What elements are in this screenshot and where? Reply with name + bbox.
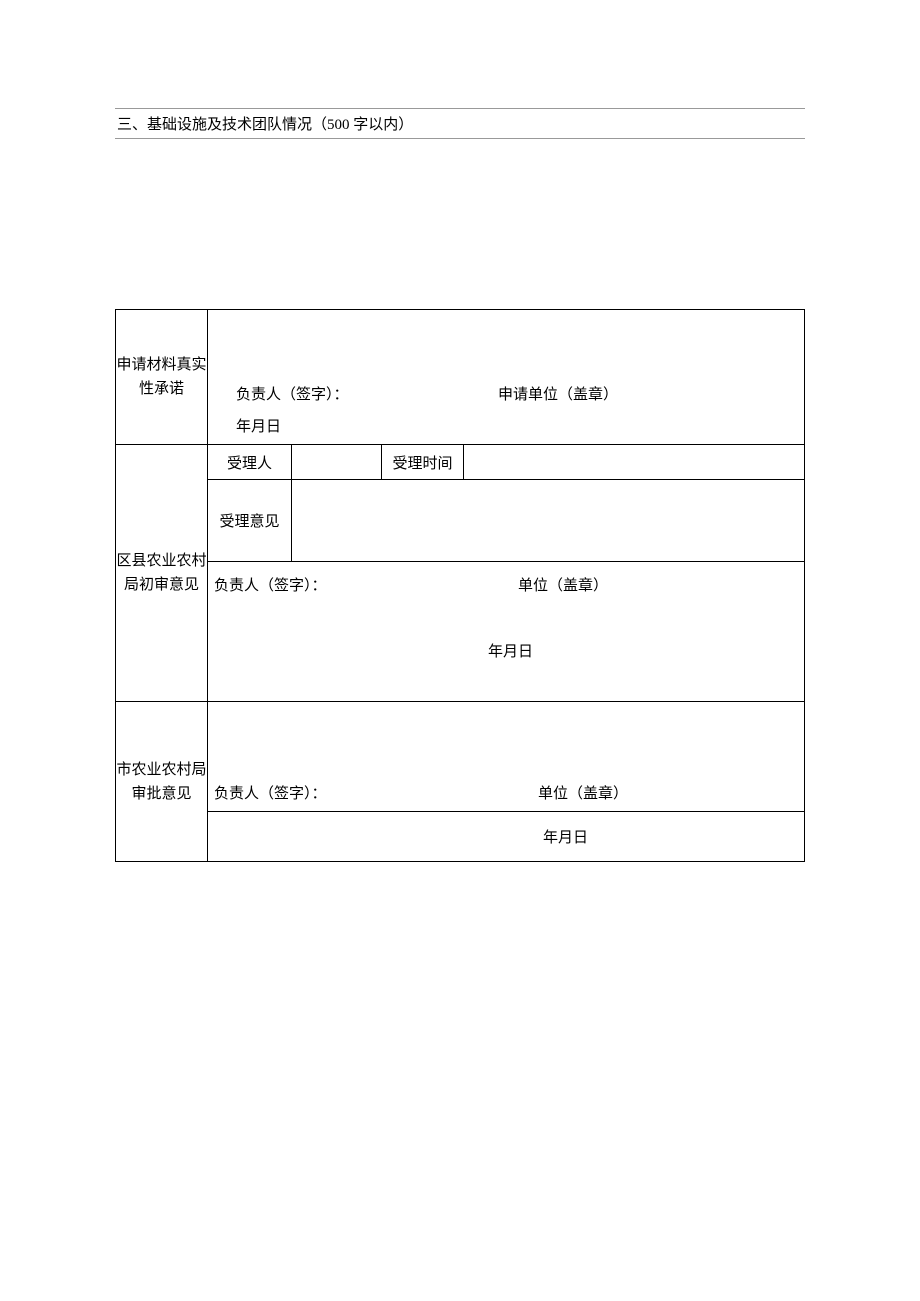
city-label: 市农业农村局审批意见 (116, 702, 208, 862)
city-seal-label: 单位（盖章） (538, 782, 628, 803)
county-receiver-label: 受理人 (208, 445, 292, 480)
commitment-label: 申请材料真实性承诺 (116, 310, 208, 445)
county-receive-time-value[interactable] (464, 445, 805, 480)
county-seal-label: 单位（盖章） (518, 574, 608, 595)
county-receive-time-label: 受理时间 (382, 445, 464, 480)
county-label: 区县农业农村局初审意见 (116, 445, 208, 702)
city-date-label: 年月日 (543, 826, 588, 847)
county-receiver-value[interactable] (292, 445, 382, 480)
county-opinion-label: 受理意见 (208, 480, 292, 562)
table-row: 申请材料真实性承诺 负责人（签字）： 申请单位（盖章） 年月日 (116, 310, 805, 445)
commitment-seal-label: 申请单位（盖章） (498, 383, 618, 404)
city-signature-label: 负责人（签字）： (214, 782, 327, 803)
table-row: 区县农业农村局初审意见 受理人 受理时间 (116, 445, 805, 480)
county-signature-cell: 负责人（签字）： 单位（盖章） 年月日 (208, 562, 805, 702)
table-row: 市农业农村局审批意见 负责人（签字）： 单位（盖章） (116, 702, 805, 812)
section-header: 三、基础设施及技术团队情况（500 字以内） (115, 108, 805, 139)
city-date-cell: 年月日 (208, 812, 805, 862)
county-signature-label: 负责人（签字）： (214, 574, 327, 595)
table-row: 负责人（签字）： 单位（盖章） 年月日 (116, 562, 805, 702)
county-opinion-value[interactable] (292, 480, 805, 562)
county-date-label: 年月日 (488, 640, 533, 661)
approval-form-table: 申请材料真实性承诺 负责人（签字）： 申请单位（盖章） 年月日 区县农业农村局初… (115, 309, 805, 862)
table-row: 年月日 (116, 812, 805, 862)
commitment-content: 负责人（签字）： 申请单位（盖章） 年月日 (208, 310, 805, 445)
commitment-date-label: 年月日 (236, 415, 281, 436)
city-signature-cell: 负责人（签字）： 单位（盖章） (208, 702, 805, 812)
table-row: 受理意见 (116, 480, 805, 562)
commitment-signature-label: 负责人（签字）： (236, 383, 349, 404)
